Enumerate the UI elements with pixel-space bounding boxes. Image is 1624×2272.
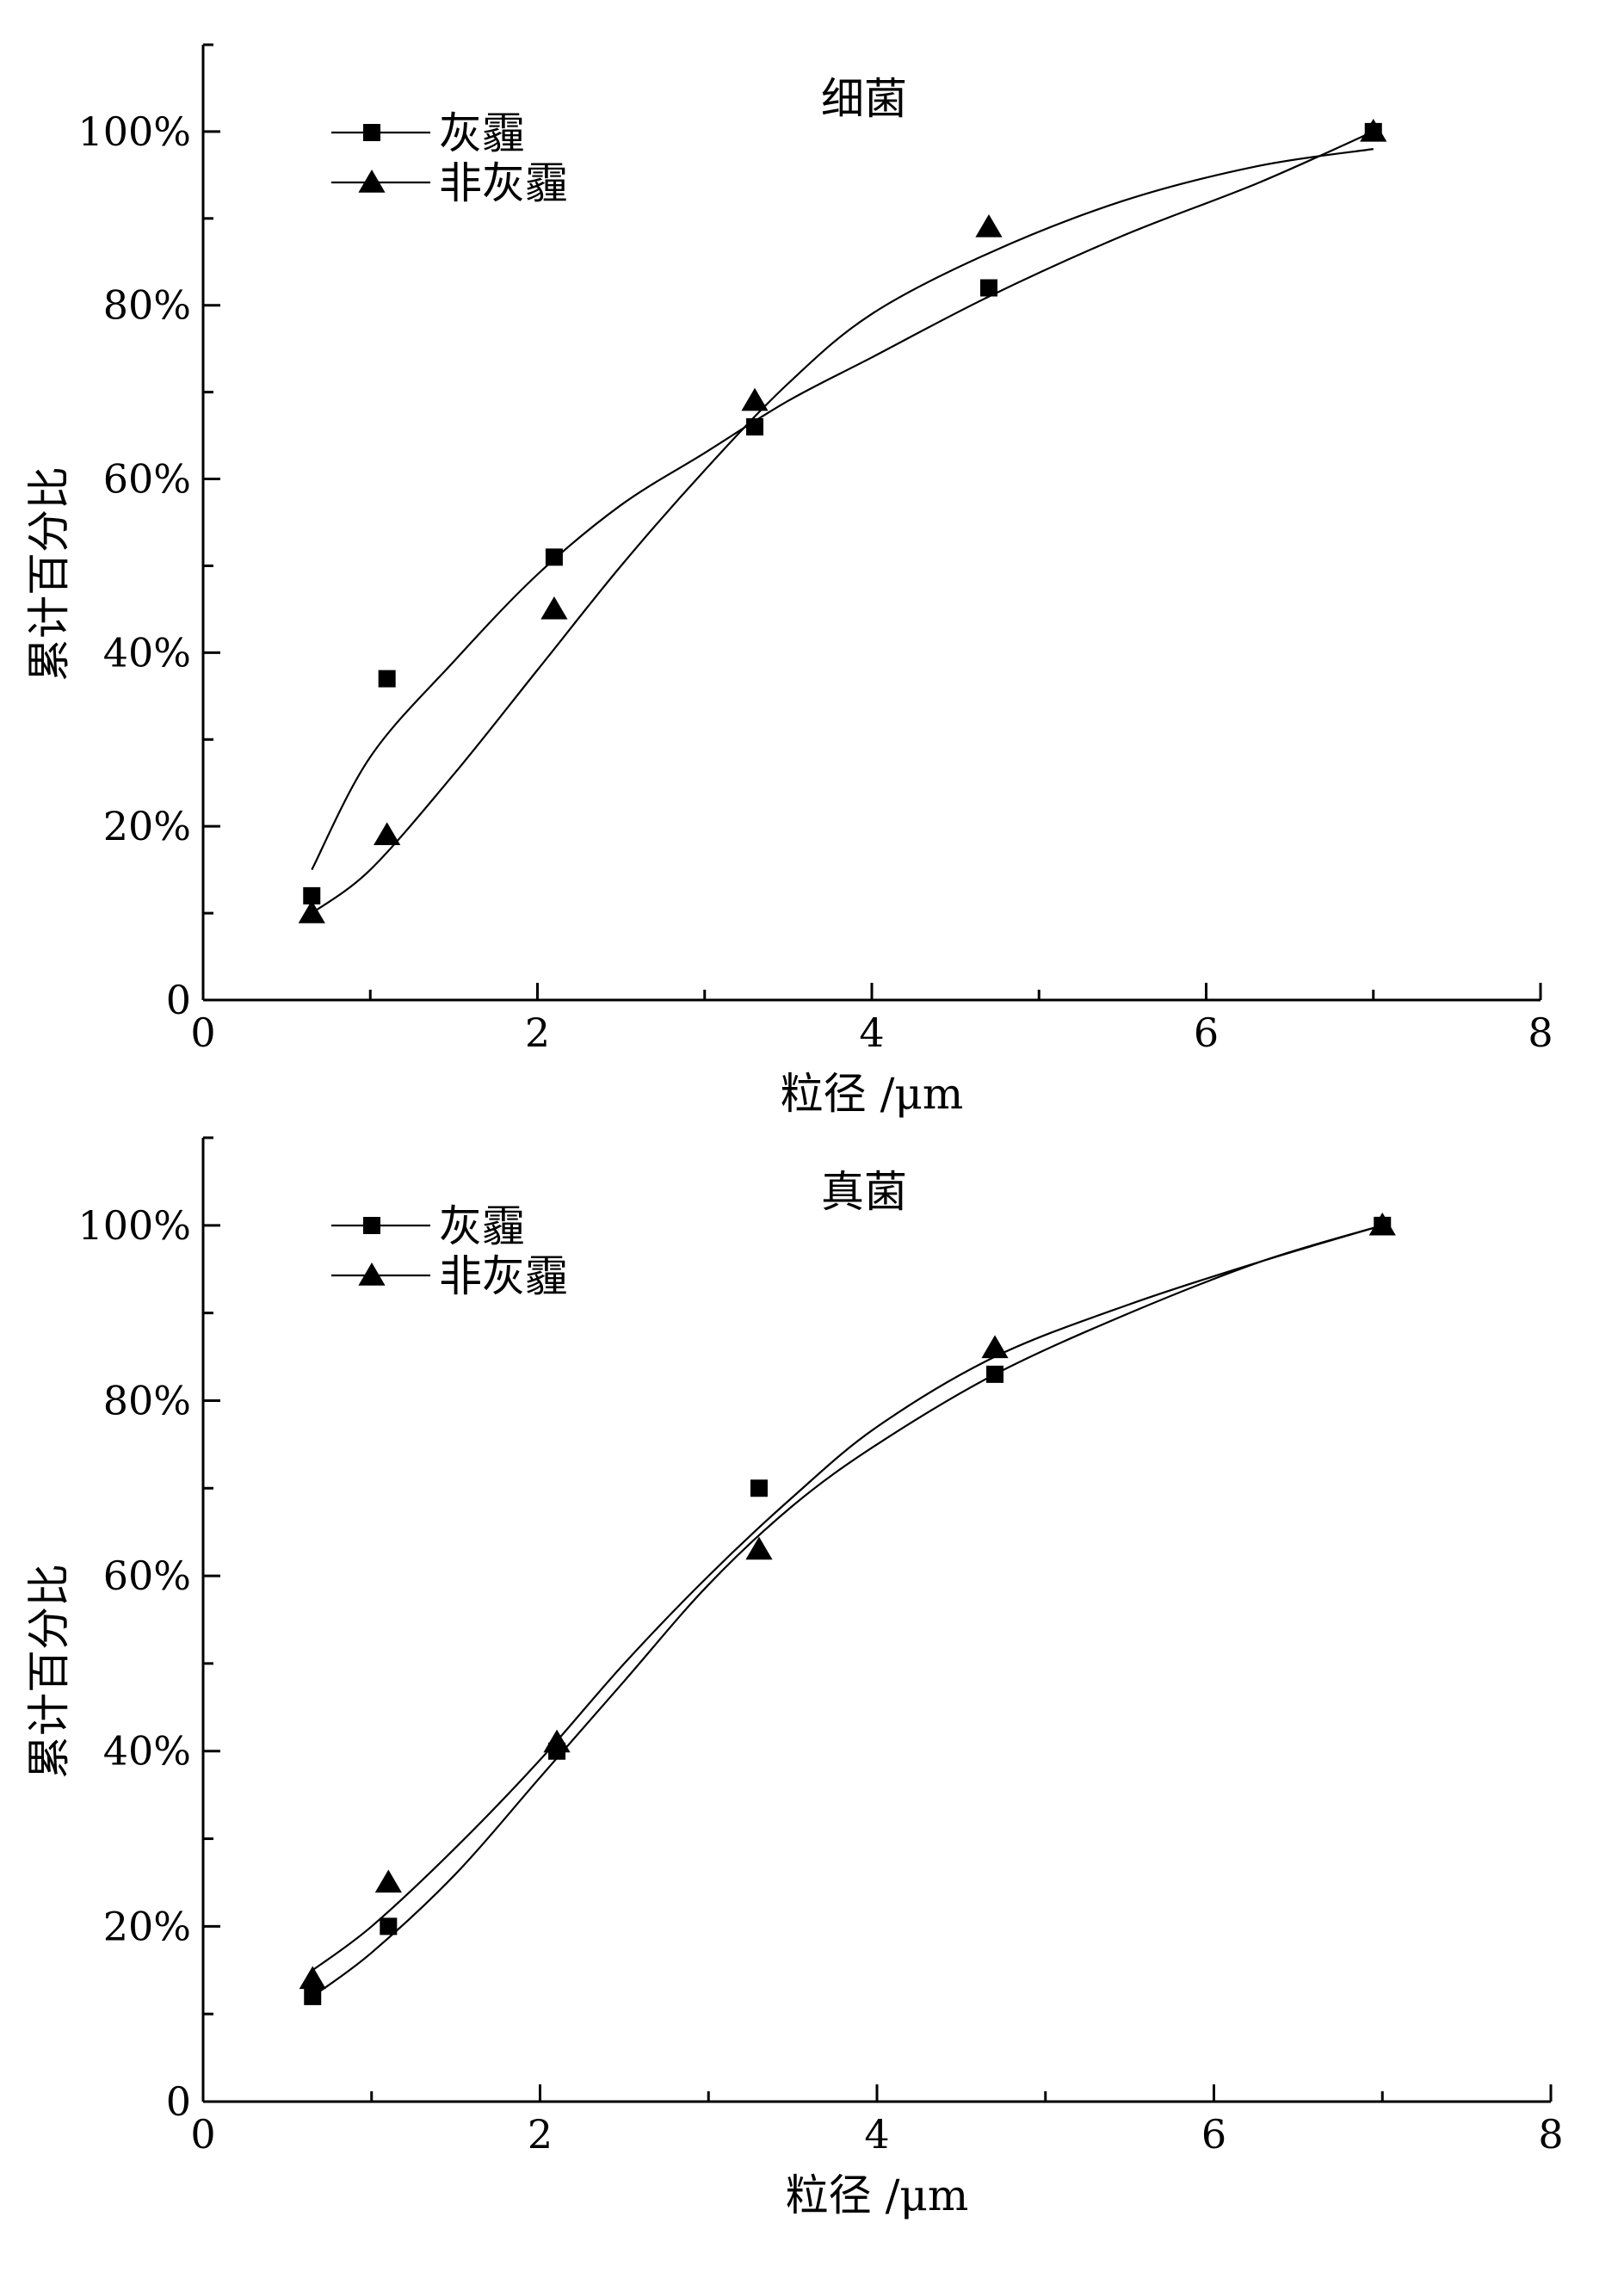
data-point-non-haze [540, 596, 568, 620]
data-point-non-haze [374, 1869, 402, 1893]
legend-marker-triangle [358, 170, 386, 193]
x-tick-label: 8 [1538, 2111, 1563, 2158]
legend-marker-triangle [358, 1263, 386, 1286]
x-axis-label: 粒径 /μm [786, 2170, 969, 2220]
chart-title: 细菌 [821, 74, 907, 124]
y-tick-label: 60% [103, 1553, 191, 1599]
data-point-haze [378, 670, 396, 688]
y-axis-label: 累计百分比 [24, 1564, 74, 1779]
y-axis-label: 累计百分比 [24, 466, 74, 682]
legend: 灰霾 非灰霾 [331, 108, 568, 208]
x-tick-label: 6 [1194, 1009, 1219, 1056]
legend: 灰霾 非灰霾 [331, 1201, 568, 1301]
y-tick-label: 80% [103, 1377, 191, 1423]
y-tick-label: 60% [103, 456, 191, 503]
data-point-haze [750, 1479, 768, 1497]
x-tick-label: 4 [864, 2111, 889, 2158]
x-tick-label: 4 [859, 1009, 884, 1056]
legend-label-non-haze: 非灰霾 [439, 1251, 568, 1301]
x-tick-label: 2 [528, 2111, 553, 2158]
data-point-non-haze [299, 1966, 326, 1990]
y-tick-label: 40% [103, 629, 191, 676]
y-tick-label: 80% [103, 282, 191, 329]
data-point-non-haze [741, 387, 769, 411]
x-tick-label: 6 [1201, 2111, 1226, 2158]
data-point-haze [304, 1987, 322, 2005]
x-tick-label: 2 [525, 1009, 550, 1056]
legend-marker-square [363, 124, 380, 141]
y-tick-label: 20% [103, 1903, 191, 1949]
data-point-non-haze [745, 1536, 773, 1560]
data-point-non-haze [1360, 118, 1387, 142]
y-tick-label: 0 [166, 2078, 191, 2125]
axes: 0 2 4 6 8 0 20% 40% 60% 80% 100% [77, 1136, 1564, 2158]
legend-label-haze: 灰霾 [439, 108, 525, 158]
y-tick-label: 100% [77, 1202, 191, 1249]
fit-curve-non-haze [312, 1224, 1383, 1972]
data-point-haze [303, 886, 321, 904]
legend-item-non-haze: 非灰霾 [331, 158, 568, 208]
x-tick-label: 0 [190, 2111, 215, 2158]
y-tick-label: 100% [77, 108, 191, 155]
y-tick-label: 40% [103, 1728, 191, 1775]
data-point-non-haze [298, 900, 325, 923]
legend-marker-square [363, 1217, 380, 1234]
data-point-haze [746, 418, 764, 435]
axes: 0 2 4 6 8 0 20% 40% 60% 80% 100% [77, 43, 1553, 1056]
data-point-haze [380, 1917, 398, 1936]
x-axis-label: 粒径 /μm [781, 1069, 964, 1119]
x-tick-label: 0 [190, 1009, 215, 1056]
fit-curves [312, 1224, 1383, 1997]
legend-label-haze: 灰霾 [439, 1201, 525, 1251]
legend-item-non-haze: 非灰霾 [331, 1251, 568, 1301]
data-point-non-haze [1368, 1212, 1396, 1236]
data-markers [298, 118, 1387, 923]
data-point-haze [545, 548, 563, 566]
legend-item-haze: 灰霾 [331, 108, 525, 158]
data-point-non-haze [975, 213, 1003, 238]
legend-item-haze: 灰霾 [331, 1201, 525, 1251]
data-point-haze [986, 1365, 1004, 1383]
data-markers [299, 1212, 1396, 2005]
chart-bacteria: 0 2 4 6 8 0 20% 40% 60% 80% 100% 细菌 粒径 /μm 累计百分比 灰… [24, 43, 1553, 1119]
data-point-non-haze [543, 1729, 571, 1753]
y-tick-label: 20% [103, 803, 191, 849]
data-point-non-haze [981, 1335, 1009, 1359]
data-point-haze [979, 279, 997, 297]
legend-label-non-haze: 非灰霾 [439, 158, 568, 208]
chart-title: 真菌 [821, 1167, 907, 1217]
x-tick-label: 8 [1528, 1009, 1553, 1056]
y-tick-label: 0 [166, 977, 191, 1023]
chart-fungi: 0 2 4 6 8 0 20% 40% 60% 80% 100% 真菌 粒径 /μm 累计百分比 灰… [24, 1136, 1564, 2220]
data-point-non-haze [374, 822, 401, 845]
fit-curve-haze [312, 1224, 1383, 1997]
